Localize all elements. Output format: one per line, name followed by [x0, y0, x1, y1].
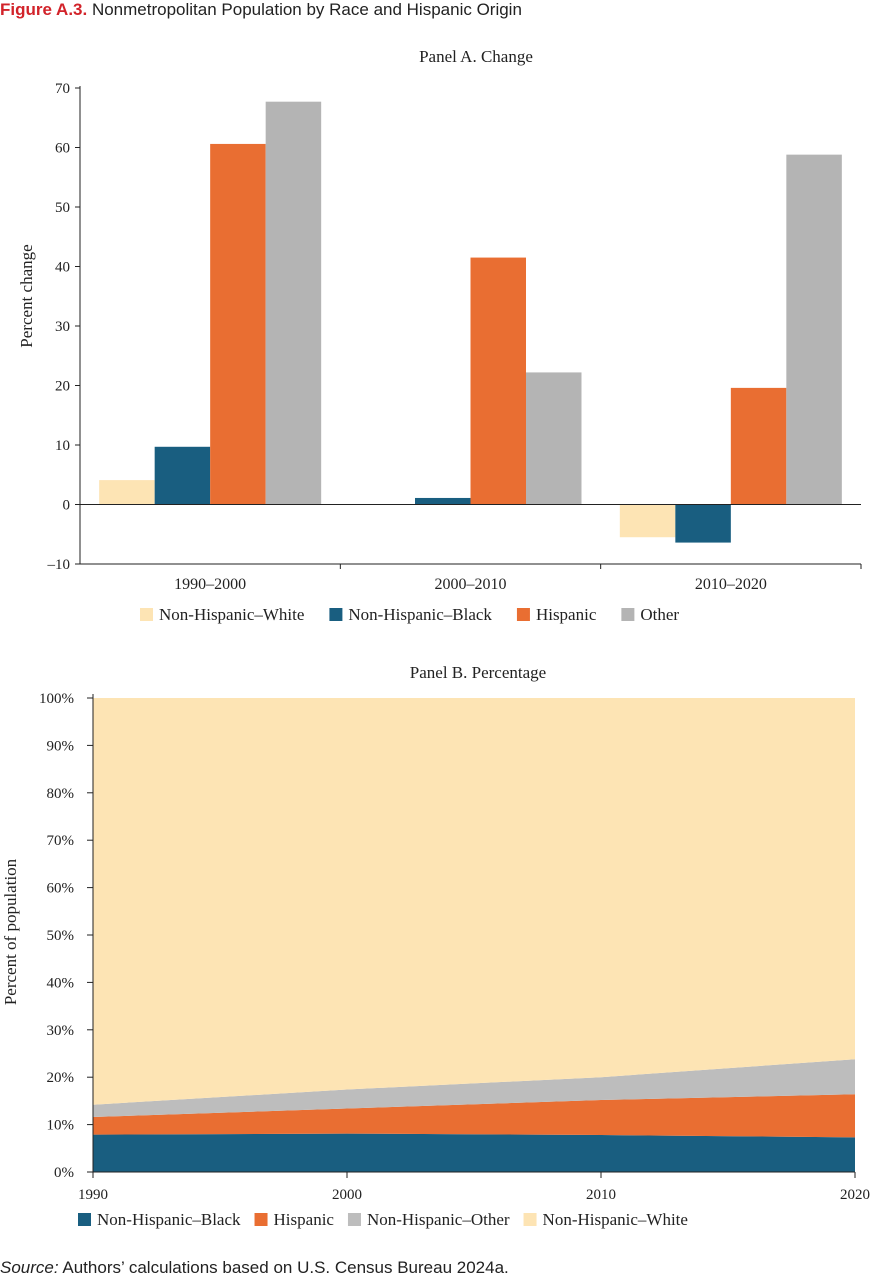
panel-a-y-tick-label: 0: [63, 498, 71, 514]
panel-b-y-tick-label: 40%: [47, 975, 75, 991]
panel-b-x-tick-label: 1990: [78, 1187, 108, 1203]
legend-label-non-hispanic-white: Non-Hispanic–White: [543, 1210, 688, 1229]
panel-a-y-tick-label: –10: [47, 557, 71, 573]
panel-a-y-tick-label: 70: [55, 81, 70, 97]
figure-title: Figure A.3. Nonmetropolitan Population b…: [0, 0, 522, 20]
bar-non-hispanic-black-2010-2020: [675, 504, 731, 543]
legend-swatch-hispanic: [254, 1213, 268, 1226]
legend-label-non-hispanic-black: Non-Hispanic–Black: [348, 605, 492, 624]
legend-swatch-non-hispanic-black: [329, 608, 343, 621]
panel-b-y-tick-label: 70%: [47, 833, 75, 849]
panel-a-x-tick-label: 1990–2000: [174, 576, 246, 593]
panel-b-y-tick-label: 50%: [47, 928, 75, 944]
panel-a-y-axis-label: Percent change: [17, 244, 36, 347]
legend-label-non-hispanic-white: Non-Hispanic–White: [159, 605, 304, 624]
panel-a-y-tick-label: 10: [55, 438, 70, 454]
panel-b-y-tick-label: 90%: [47, 738, 75, 754]
area-non-hispanic-white: [93, 698, 855, 1105]
panel-b-percentage-chart: Panel B. Percentage Percent of population…: [1, 663, 870, 1229]
panel-b-y-tick-label: 80%: [47, 786, 75, 802]
legend-label-other: Other: [640, 605, 679, 624]
panel-a-y-tick-label: 40: [55, 260, 70, 276]
source-text: Authors’ calculations based on U.S. Cens…: [62, 1258, 509, 1277]
panel-b-x-tick-label: 2000: [332, 1187, 362, 1203]
bar-other-2000-2010: [526, 372, 582, 505]
bar-other-1990-2000: [265, 101, 322, 505]
legend-swatch-other: [621, 608, 635, 621]
panel-b-x-tick-label: 2020: [840, 1187, 870, 1203]
bar-hispanic-2000-2010: [470, 257, 526, 505]
figure-number: Figure A.3.: [0, 0, 88, 19]
legend-label-hispanic: Hispanic: [274, 1210, 335, 1229]
legend-label-hispanic: Hispanic: [536, 605, 597, 624]
area-hispanic: [93, 1094, 855, 1138]
panel-b-y-axis-label: Percent of population: [1, 858, 20, 1005]
bar-non-hispanic-black-1990-2000: [154, 446, 211, 505]
panel-b-y-tick-label: 30%: [47, 1023, 75, 1039]
bar-hispanic-1990-2000: [210, 143, 266, 505]
panel-a-y-tick-label: 60: [55, 141, 70, 157]
legend-swatch-non-hispanic-other: [347, 1213, 361, 1226]
panel-a-change-chart: Panel A. Change Percent change –10 0 10 20 30 4…: [17, 47, 862, 624]
source-label: Source:: [0, 1258, 59, 1277]
bar-other-2010-2020: [786, 154, 842, 505]
panel-a-y-tick-label: 30: [55, 319, 70, 335]
panel-b-y-tick-label: 20%: [47, 1070, 75, 1086]
panel-a-x-tick-label: 2010–2020: [695, 576, 767, 593]
panel-a-x-tick-label: 2000–2010: [435, 576, 507, 593]
bar-hispanic-2010-2020: [730, 387, 787, 505]
legend-swatch-non-hispanic-black: [78, 1213, 91, 1226]
panel-b-x-tick-label: 2010: [586, 1187, 616, 1203]
panel-b-y-tick-label: 60%: [47, 881, 75, 897]
bar-non-hispanic-white-1990-2000: [99, 480, 155, 505]
panel-b-title: Panel B. Percentage: [410, 663, 546, 682]
panel-a-y-tick-label: 20: [55, 379, 70, 395]
panel-b-y-tick-label: 10%: [47, 1118, 75, 1134]
panel-a-y-tick-label: 50: [55, 200, 70, 216]
panel-b-y-tick-label: 0%: [54, 1165, 74, 1181]
panel-a-title: Panel A. Change: [419, 47, 533, 66]
bar-non-hispanic-black-2000-2010: [415, 497, 471, 505]
area-non-hispanic-black: [93, 1133, 855, 1172]
figure-title-text: Nonmetropolitan Population by Race and H…: [91, 0, 522, 19]
panel-b-y-tick-label: 100%: [39, 691, 74, 707]
bar-non-hispanic-white-2010-2020: [619, 504, 676, 538]
legend-label-non-hispanic-black: Non-Hispanic–Black: [97, 1210, 241, 1229]
area-non-hispanic-other: [93, 1059, 855, 1117]
legend-swatch-non-hispanic-white: [523, 1213, 537, 1226]
legend-swatch-hispanic: [516, 608, 530, 621]
legend-label-non-hispanic-other: Non-Hispanic–Other: [367, 1210, 510, 1229]
legend-swatch-non-hispanic-white: [140, 608, 153, 621]
source-note: Source: Authors’ calculations based on U…: [0, 1258, 509, 1278]
